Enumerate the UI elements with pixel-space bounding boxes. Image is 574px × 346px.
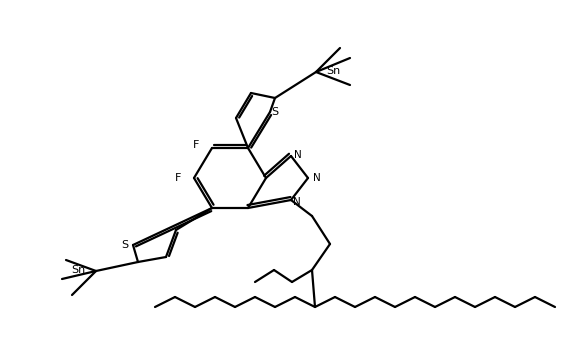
Text: S: S xyxy=(121,240,128,250)
Text: S: S xyxy=(272,107,278,117)
Text: F: F xyxy=(193,140,199,150)
Text: N: N xyxy=(293,197,301,207)
Text: Sn: Sn xyxy=(326,66,340,76)
Text: Sn: Sn xyxy=(72,265,86,275)
Text: N: N xyxy=(313,173,321,183)
Text: N: N xyxy=(294,150,302,160)
Text: F: F xyxy=(175,173,181,183)
